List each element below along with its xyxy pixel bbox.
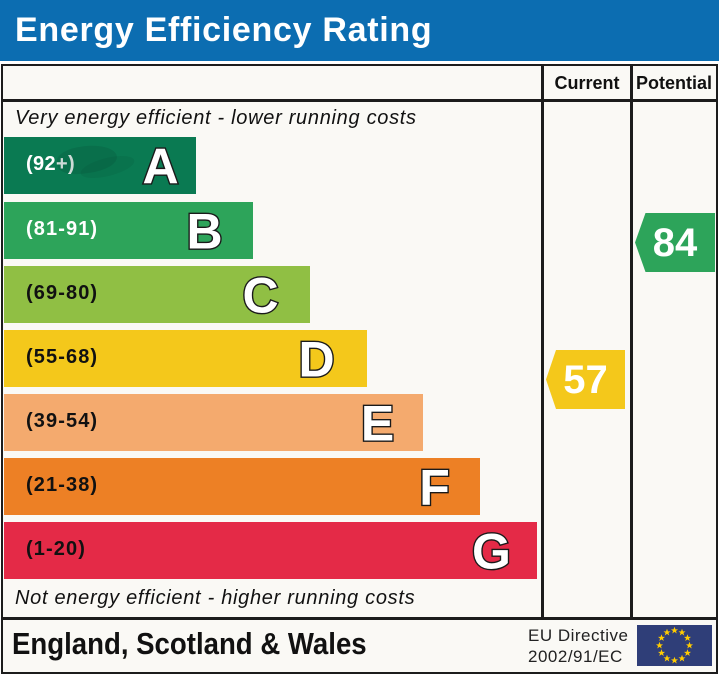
svg-text:D: D bbox=[298, 332, 334, 388]
svg-text:E: E bbox=[360, 396, 393, 452]
svg-text:G: G bbox=[472, 524, 511, 580]
svg-text:F: F bbox=[419, 460, 450, 516]
svg-text:B: B bbox=[186, 204, 222, 260]
svg-text:57: 57 bbox=[563, 358, 608, 402]
svg-text:84: 84 bbox=[653, 221, 698, 265]
svg-text:C: C bbox=[242, 268, 278, 324]
svg-text:A: A bbox=[142, 139, 178, 195]
